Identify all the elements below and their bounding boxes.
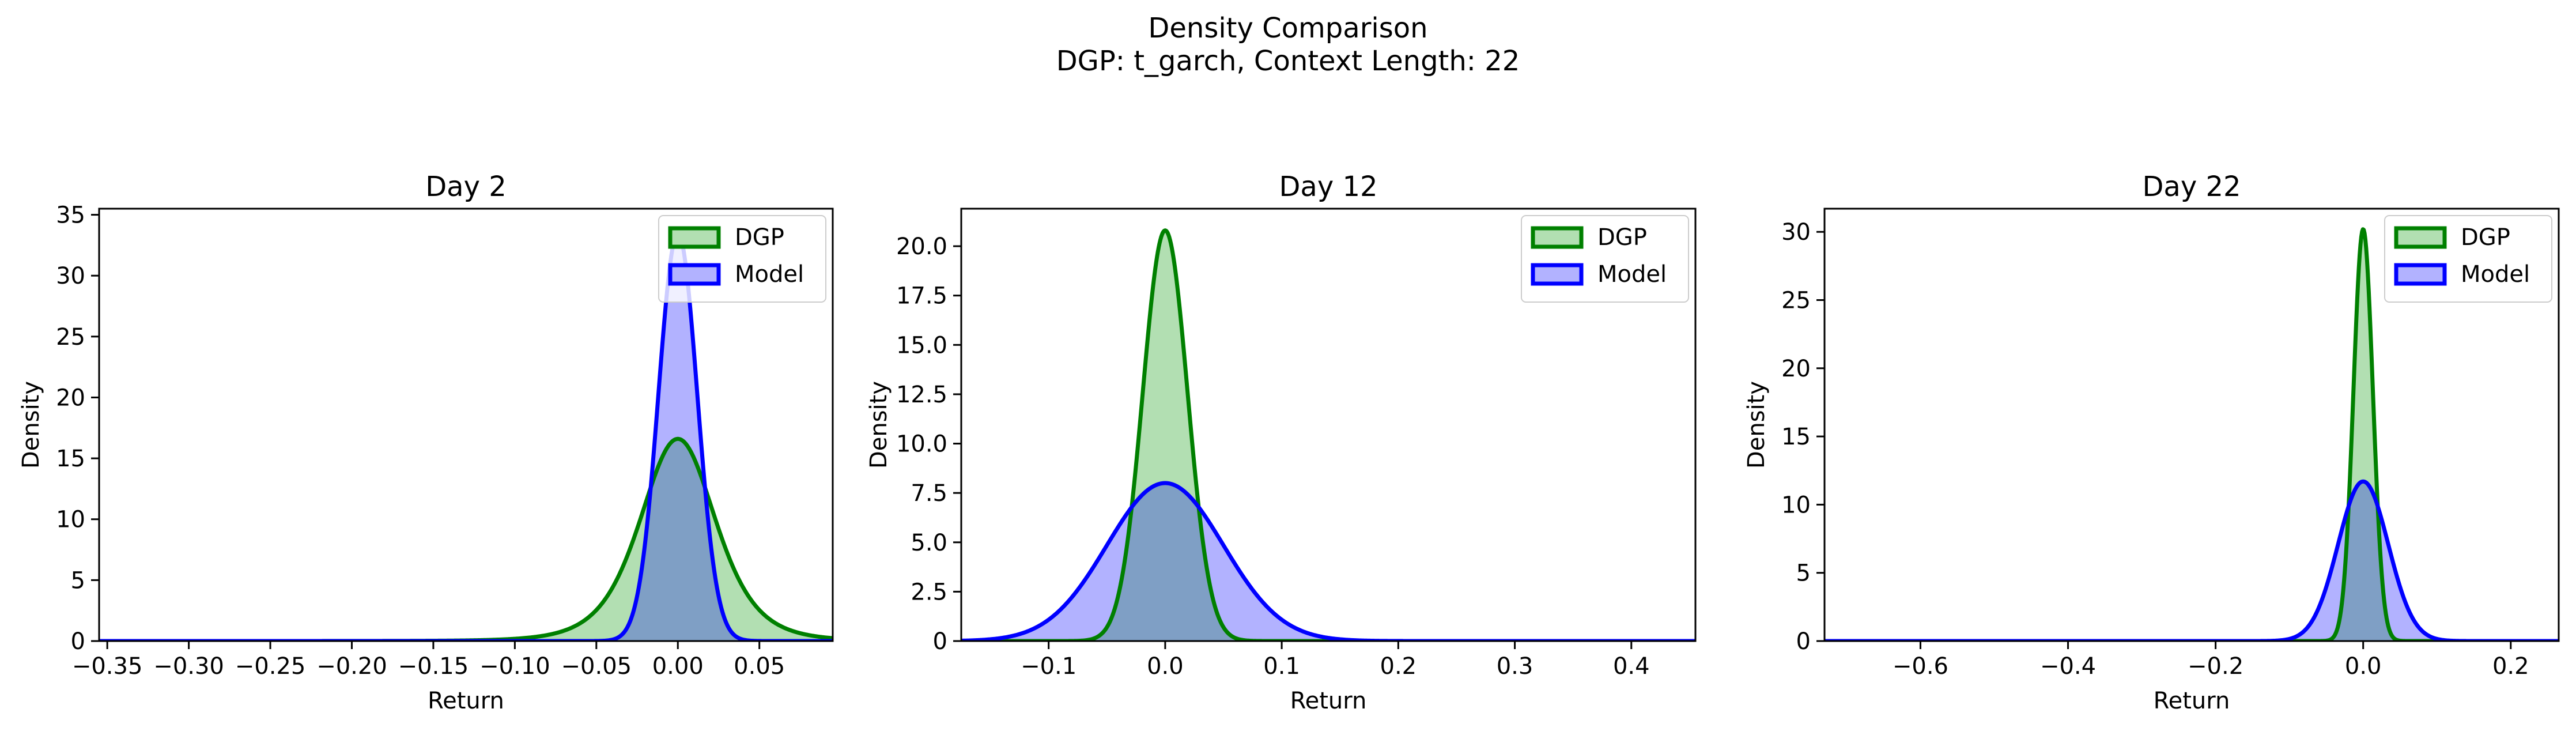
legend-dgp-swatch [2394, 226, 2447, 249]
figure-subtitle: DGP: t_garch, Context Length: 22 [1056, 45, 1520, 77]
y-tick-label: 35 [56, 202, 85, 229]
x-tick-label: 0.3 [1497, 653, 1533, 680]
legend-model-swatch [1531, 263, 1584, 286]
y-tick-label: 20 [1781, 356, 1811, 382]
y-tick-label: 15 [56, 446, 85, 472]
model-line [99, 231, 833, 641]
x-tick-label: −0.15 [398, 653, 469, 680]
y-tick-label: 10 [1781, 492, 1811, 518]
model-line [961, 481, 1695, 641]
x-tick-label: 0.2 [1380, 653, 1417, 680]
legend-dgp-swatch [1531, 226, 1584, 249]
legend-dgp-label: DGP [1597, 224, 1647, 251]
legend-model-label: Model [2461, 261, 2530, 288]
y-axis-label: Density [866, 381, 892, 469]
axes-frame [960, 208, 1697, 642]
chart-panel-3: −0.6 −0.4 −0.2 0.0 0.2 0 5 10 15 20 25 30 Day 22 Retu… [1743, 171, 2560, 714]
y-axis-label: Density [1743, 381, 1770, 469]
x-tick-label: 0.2 [2492, 653, 2529, 680]
x-tick-label: 0.0 [1147, 653, 1184, 680]
x-tick-label: −0.2 [2188, 653, 2243, 680]
x-tick-label: −0.1 [1021, 653, 1077, 680]
y-tick-label: 2.5 [911, 579, 947, 605]
model-line [1825, 479, 2559, 641]
axes-frame [1823, 208, 2560, 642]
x-tick-label: −0.4 [2040, 653, 2096, 680]
y-tick-label: 15.0 [896, 332, 947, 359]
legend-model-swatch [668, 263, 721, 286]
y-tick-label: 30 [1781, 219, 1811, 246]
legend-model-label: Model [1597, 261, 1667, 288]
y-tick-label: 20.0 [896, 233, 947, 260]
x-tick-label: −0.05 [561, 653, 632, 680]
x-tick-label: 0.05 [734, 653, 785, 680]
x-tick-label: −0.25 [235, 653, 306, 680]
y-tick-label: 20 [56, 385, 85, 411]
y-tick-label: 7.5 [911, 480, 947, 507]
plot-area [1825, 227, 2559, 641]
x-axis-label: Return [2154, 688, 2230, 714]
y-tick-label: 25 [56, 324, 85, 350]
y-tick-label: 30 [56, 263, 85, 289]
x-tick-label: −0.35 [72, 653, 143, 680]
axes-frame [98, 208, 834, 642]
panel-title: Day 22 [2142, 171, 2241, 203]
y-tick-label: 5 [1796, 560, 1811, 587]
panel-title: Day 2 [425, 171, 507, 203]
overlap-fill [99, 439, 833, 641]
x-axis-label: Return [428, 688, 504, 714]
legend-model-label: Model [735, 261, 804, 288]
figure-title: Density Comparison [1148, 12, 1428, 44]
y-tick-label: 15 [1781, 424, 1811, 450]
legend-dgp-label: DGP [2461, 224, 2510, 251]
y-tick-label: 0 [71, 628, 85, 655]
y-tick-label: 5.0 [911, 530, 947, 556]
y-tick-label: 25 [1781, 288, 1811, 314]
x-tick-label: −0.6 [1893, 653, 1948, 680]
y-axis-label: Density [18, 381, 44, 469]
overlap-fill [961, 483, 1695, 641]
y-tick-label: 12.5 [896, 382, 947, 408]
x-tick-label: −0.20 [316, 653, 387, 680]
legend-model-swatch [2394, 263, 2447, 286]
chart-panel-1: −0.35 −0.30 −0.25 −0.20 −0.15 −0.10 −0.05 0.00 0… [18, 171, 834, 714]
y-tick-label: 10 [56, 507, 85, 533]
legend: DGP Model [1521, 215, 1689, 303]
x-axis-label: Return [1290, 688, 1367, 714]
y-tick-label: 0 [1796, 628, 1811, 655]
y-tick-label: 10.0 [896, 431, 947, 458]
x-tick-label: 0.00 [652, 653, 704, 680]
y-tick-label: 5 [71, 567, 85, 594]
x-tick-label: 0.4 [1613, 653, 1650, 680]
model-fill [1825, 481, 2559, 641]
legend: DGP Model [658, 215, 826, 303]
legend-dgp-label: DGP [735, 224, 784, 251]
y-tick-label: 17.5 [896, 283, 947, 310]
x-tick-label: −0.10 [479, 653, 550, 680]
chart-panel-2: −0.1 0.0 0.1 0.2 0.3 0.4 0 2.5 5.0 7.5 10.0 12.5 15.… [866, 171, 1697, 714]
x-tick-label: 0.1 [1263, 653, 1300, 680]
legend-dgp-swatch [668, 226, 721, 249]
x-tick-label: 0.0 [2345, 653, 2382, 680]
legend: DGP Model [2384, 215, 2552, 303]
y-tick-label: 0 [933, 628, 947, 655]
panel-title: Day 12 [1279, 171, 1377, 203]
overlap-fill [1825, 481, 2559, 641]
x-tick-label: −0.30 [153, 653, 224, 680]
model-fill [961, 483, 1695, 641]
